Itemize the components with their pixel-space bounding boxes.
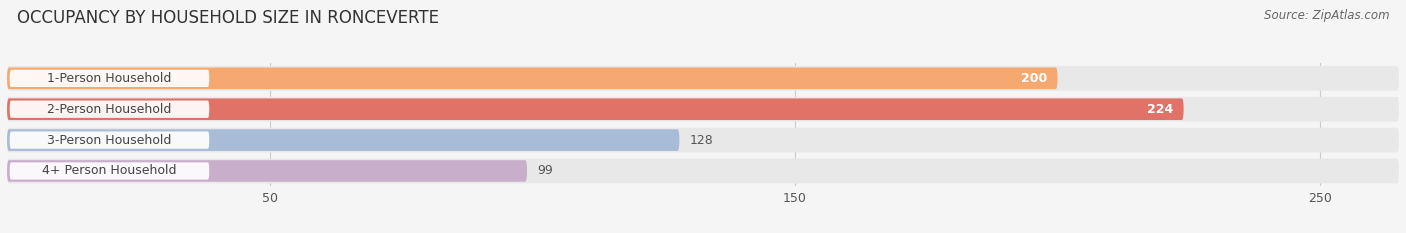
FancyBboxPatch shape bbox=[7, 128, 1399, 152]
Text: 3-Person Household: 3-Person Household bbox=[48, 134, 172, 147]
Text: 1-Person Household: 1-Person Household bbox=[48, 72, 172, 85]
FancyBboxPatch shape bbox=[10, 131, 209, 149]
Text: 200: 200 bbox=[1021, 72, 1047, 85]
FancyBboxPatch shape bbox=[10, 162, 209, 180]
FancyBboxPatch shape bbox=[7, 66, 1399, 91]
Text: Source: ZipAtlas.com: Source: ZipAtlas.com bbox=[1264, 9, 1389, 22]
FancyBboxPatch shape bbox=[7, 129, 679, 151]
FancyBboxPatch shape bbox=[10, 101, 209, 118]
FancyBboxPatch shape bbox=[7, 160, 527, 182]
FancyBboxPatch shape bbox=[7, 97, 1399, 122]
Text: OCCUPANCY BY HOUSEHOLD SIZE IN RONCEVERTE: OCCUPANCY BY HOUSEHOLD SIZE IN RONCEVERT… bbox=[17, 9, 439, 27]
Text: 128: 128 bbox=[690, 134, 714, 147]
Text: 99: 99 bbox=[537, 164, 554, 178]
FancyBboxPatch shape bbox=[7, 68, 1057, 89]
FancyBboxPatch shape bbox=[7, 98, 1184, 120]
FancyBboxPatch shape bbox=[10, 70, 209, 87]
Text: 4+ Person Household: 4+ Person Household bbox=[42, 164, 177, 178]
Text: 224: 224 bbox=[1147, 103, 1173, 116]
FancyBboxPatch shape bbox=[7, 159, 1399, 183]
Text: 2-Person Household: 2-Person Household bbox=[48, 103, 172, 116]
